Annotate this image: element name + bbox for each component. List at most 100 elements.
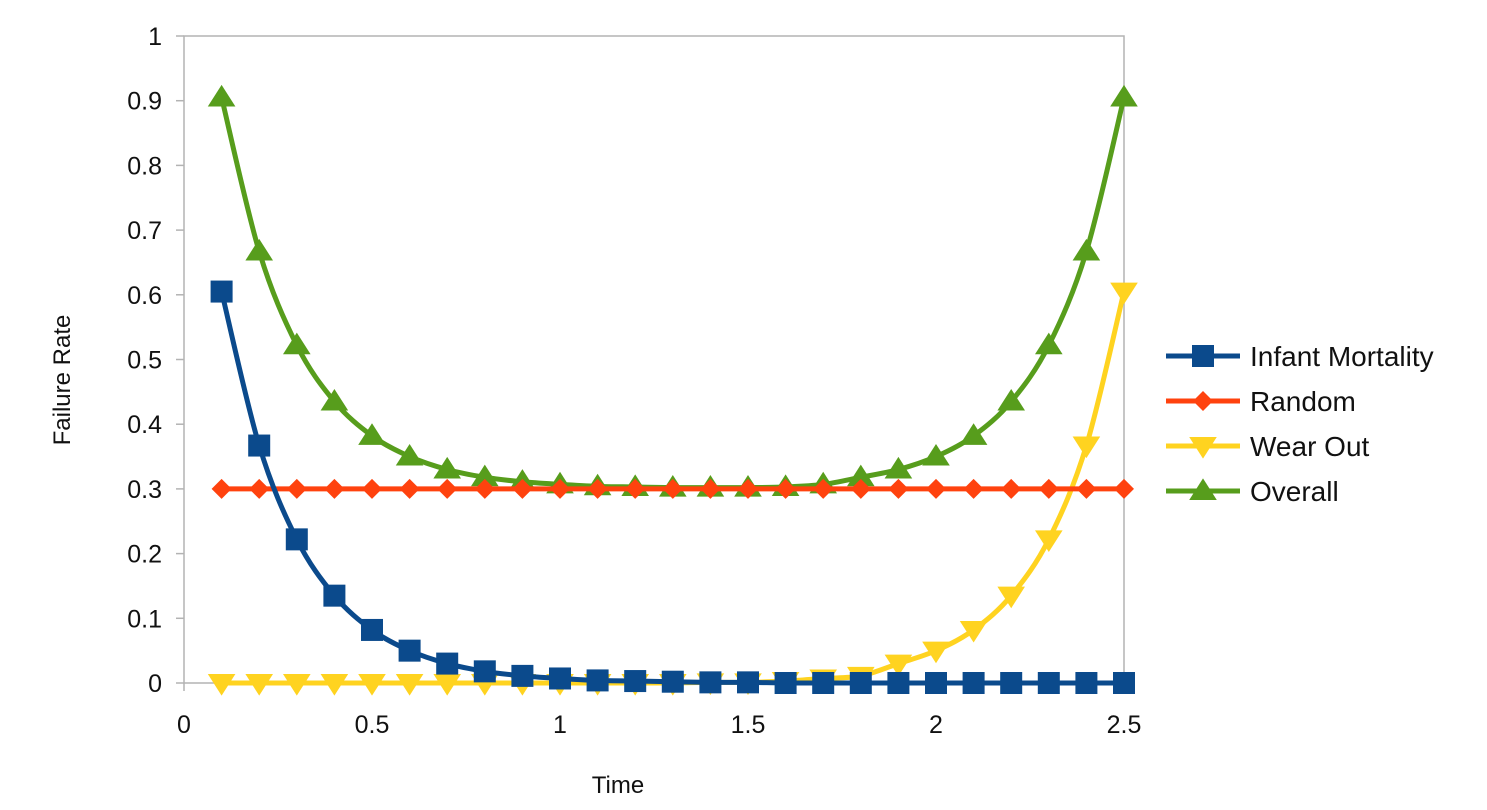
series-random (211, 478, 1134, 499)
x-tick-label: 2.5 (1107, 711, 1142, 739)
data-point (320, 674, 349, 696)
plot-area-frame (183, 35, 1125, 684)
data-point (887, 672, 910, 694)
y-axis-title: Failure Rate (49, 315, 76, 446)
data-point (1113, 672, 1135, 694)
data-point (849, 672, 872, 694)
data-point (283, 674, 311, 696)
data-point (922, 641, 950, 664)
y-tick-label: 0.5 (127, 347, 162, 375)
data-point (474, 478, 495, 499)
data-point (245, 674, 273, 696)
y-tick-label: 0.7 (127, 217, 162, 245)
y-tick-label: 1 (148, 23, 162, 51)
data-point (471, 464, 499, 487)
data-point (700, 478, 721, 499)
data-point (285, 528, 308, 551)
data-point (699, 671, 722, 694)
data-point (586, 669, 609, 692)
legend-label: Overall (1250, 476, 1339, 507)
y-tick-label: 0.4 (127, 411, 162, 439)
data-point (512, 478, 533, 499)
data-point (888, 478, 909, 499)
data-point (959, 620, 988, 643)
legend-label: Infant Mortality (1250, 341, 1434, 372)
data-point (1076, 478, 1097, 499)
legend-label: Wear Out (1250, 431, 1370, 462)
data-point (812, 672, 835, 694)
data-point (286, 478, 307, 499)
legend-swatch-marker (1189, 478, 1217, 500)
series-infant-mortality (210, 280, 1135, 694)
data-point (511, 664, 534, 687)
data-point (1110, 282, 1138, 305)
data-point (245, 238, 273, 261)
data-point (358, 423, 386, 445)
data-point (248, 434, 271, 457)
data-point (884, 654, 913, 677)
data-point (1035, 332, 1063, 355)
data-point (283, 332, 311, 355)
data-point (959, 423, 988, 445)
data-point (473, 660, 496, 683)
data-point (1001, 478, 1022, 499)
y-tick-label: 0.6 (127, 282, 162, 310)
data-point (320, 388, 349, 411)
data-point (997, 586, 1025, 609)
data-point (738, 478, 758, 499)
data-point (813, 478, 834, 499)
data-point (926, 478, 946, 499)
data-point (963, 478, 984, 499)
data-point (433, 456, 461, 479)
data-point (358, 674, 386, 696)
data-point (436, 652, 459, 675)
legend-item: Infant Mortality (1166, 341, 1434, 372)
data-point (207, 84, 236, 107)
legend-item: Random (1166, 386, 1356, 417)
data-point (774, 672, 797, 694)
data-point (1072, 436, 1101, 459)
x-tick-label: 0.5 (355, 711, 390, 739)
data-point (399, 478, 420, 499)
data-point (962, 672, 985, 694)
data-point (1037, 672, 1060, 694)
data-point (324, 478, 345, 499)
x-tick-label: 0 (177, 711, 191, 739)
data-point (850, 478, 871, 499)
data-point (395, 674, 424, 696)
data-point (661, 670, 684, 693)
data-point (997, 388, 1025, 411)
legend-swatch-marker (1193, 391, 1213, 411)
legend-swatch-marker (1189, 437, 1217, 459)
data-point (662, 478, 683, 499)
data-point (437, 478, 458, 499)
data-point (922, 443, 950, 466)
data-point (433, 674, 461, 696)
data-point (361, 618, 383, 641)
x-axis: 0 0.5 1 1.5 2 2.5 (177, 683, 1141, 739)
data-point (624, 670, 647, 693)
data-point (1035, 530, 1063, 552)
series-layer (207, 84, 1138, 696)
data-point (550, 478, 570, 499)
legend-item: Wear Out (1166, 431, 1370, 462)
data-point (1075, 672, 1098, 694)
y-axis: 0 0.1 0.2 0.3 0.4 0.5 0.6 0.7 0.8 0.9 1 (127, 23, 184, 698)
data-point (362, 478, 382, 499)
x-tick-label: 1 (553, 711, 567, 739)
y-tick-label: 0.1 (127, 605, 162, 633)
y-tick-label: 0.9 (127, 88, 162, 116)
legend-label: Random (1250, 386, 1356, 417)
y-tick-label: 0.8 (127, 152, 162, 180)
legend-swatch-marker (1192, 345, 1214, 367)
y-tick-label: 0 (148, 670, 162, 698)
data-point (210, 280, 233, 303)
data-point (587, 478, 608, 499)
data-point (775, 478, 796, 499)
y-tick-label: 0.2 (127, 541, 162, 569)
data-point (398, 639, 421, 662)
data-point (1114, 478, 1134, 499)
data-point (1000, 672, 1023, 694)
